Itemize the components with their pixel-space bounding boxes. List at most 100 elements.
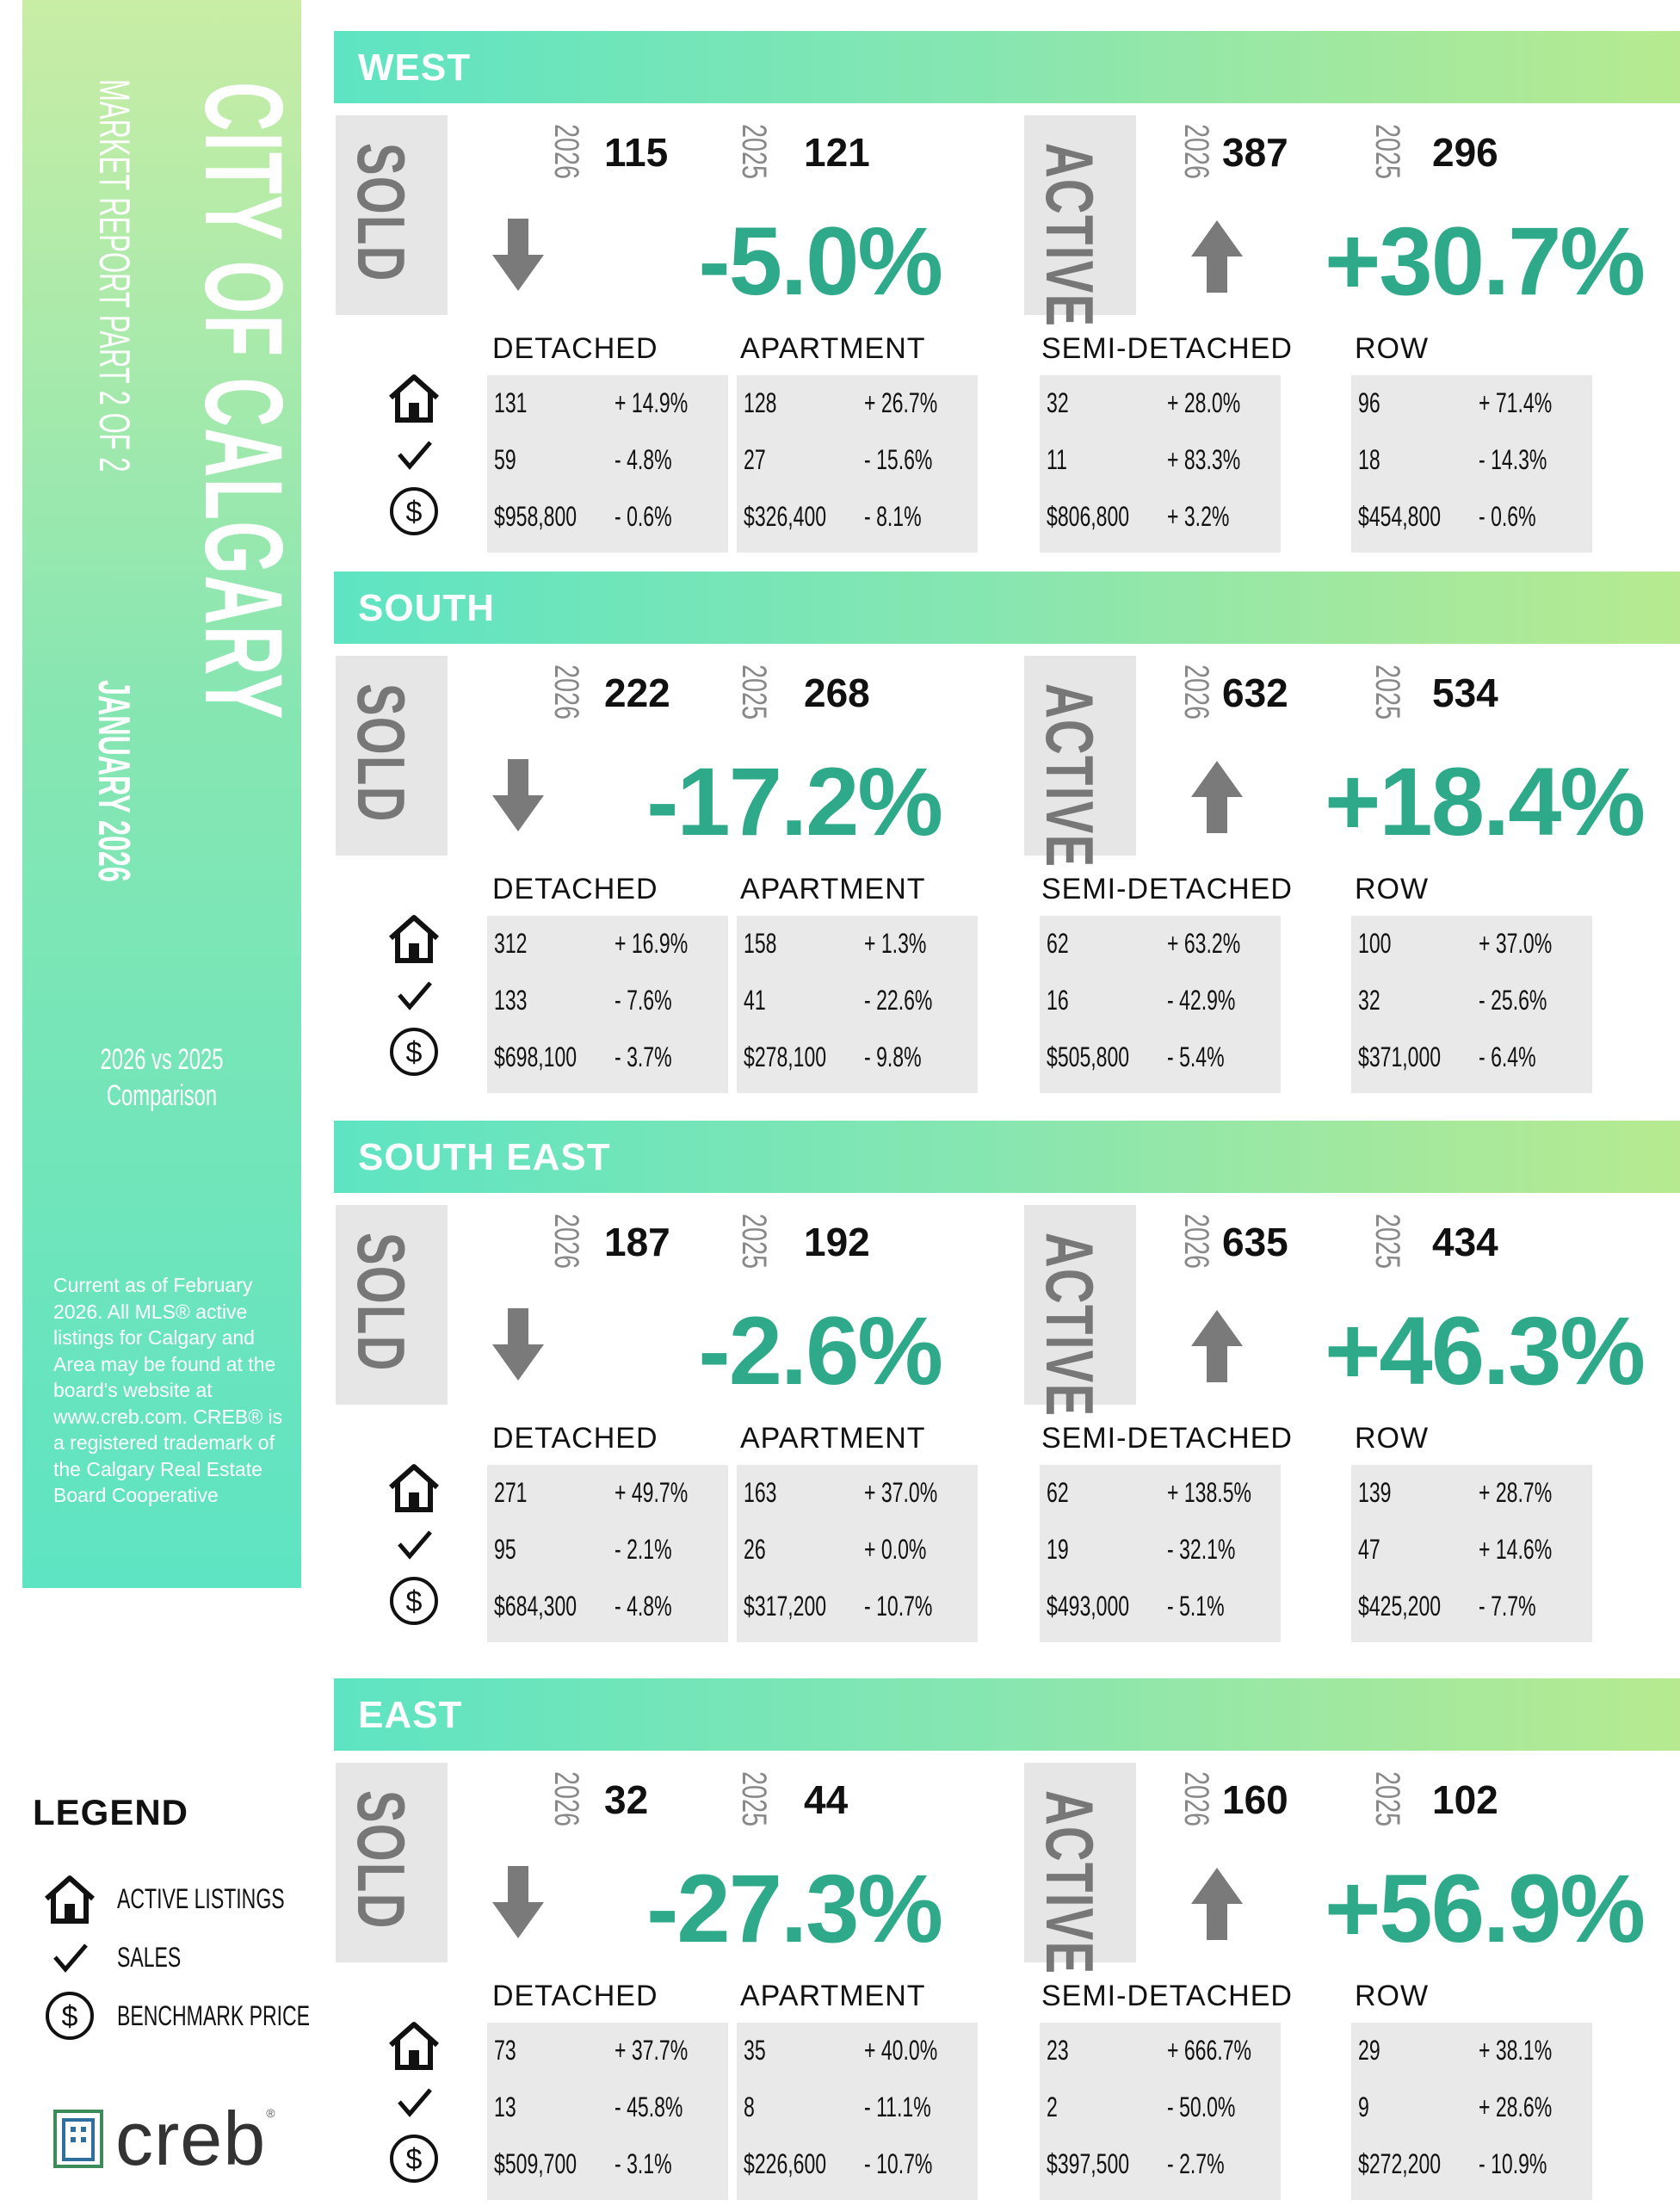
year-previous-label: 2025 [1368, 1214, 1406, 1270]
sold-label: SOLD [343, 1233, 419, 1372]
dollar-icon: $ [386, 1575, 442, 1627]
active-box: ACTIVE [1024, 1763, 1136, 1975]
sold-box: SOLD [336, 1763, 448, 1962]
category-cell: 271 + 49.7% 95 - 2.1% $684,300 - 4.8% [487, 1465, 728, 1642]
region-east: EAST SOLD 2026 32 2025 44 -27.3% ACTIVE 2026 160 2… [0, 1678, 1680, 2212]
sales-value: 26 [744, 1534, 766, 1565]
sales-change: + 28.6% [1479, 2092, 1553, 2122]
sales-change: - 22.6% [864, 985, 933, 1016]
listings-value: 96 [1358, 387, 1380, 418]
svg-text:$: $ [406, 2143, 423, 2176]
listings-change: + 37.0% [1479, 928, 1553, 959]
sales-value: 2 [1047, 2092, 1058, 2122]
listings-change: + 28.7% [1479, 1477, 1553, 1508]
listings-value: 35 [744, 2035, 766, 2066]
active-previous-count: 296 [1432, 130, 1498, 175]
category-cell: 35 + 40.0% 8 - 11.1% $226,600 - 10.7% [737, 2023, 978, 2200]
year-current-label: 2026 [1177, 124, 1215, 180]
price-change: - 4.8% [615, 1591, 672, 1622]
sidebar-panel: CITY OF CALGARY MARKET REPORT PART 2 OF … [22, 0, 305, 1588]
sales-value: 18 [1358, 444, 1380, 475]
listings-row: 29 + 38.1% [1351, 2023, 1592, 2074]
year-current-label: 2026 [1177, 664, 1215, 720]
listings-change: + 38.1% [1479, 2035, 1553, 2066]
region-title: EAST [358, 1694, 463, 1736]
category-cell: 131 + 14.9% 59 - 4.8% $958,800 - 0.6% [487, 375, 728, 553]
category-cell: 32 + 28.0% 11 + 83.3% $806,800 + 3.2% [1040, 375, 1281, 553]
house-icon [386, 372, 442, 423]
listings-value: 100 [1358, 928, 1392, 959]
sold-change-percent: -17.2% [646, 748, 943, 856]
category-cell: 62 + 63.2% 16 - 42.9% $505,800 - 5.4% [1040, 916, 1281, 1093]
comparison-line-2: Comparison [106, 1079, 218, 1112]
price-row: $505,800 - 5.4% [1040, 1029, 1281, 1081]
region-south: SOUTH SOLD 2026 222 2025 268 -17.2% ACTIVE 2026 6… [0, 572, 1680, 1105]
sales-change: + 14.6% [1479, 1534, 1553, 1565]
arrow-up-icon [1189, 759, 1245, 837]
price-change: - 3.7% [615, 1041, 672, 1072]
sales-change: - 50.0% [1167, 2092, 1236, 2122]
price-row: $454,800 - 0.6% [1351, 489, 1592, 541]
category-label: DETACHED [492, 1980, 658, 2012]
sales-change: - 15.6% [864, 444, 933, 475]
dollar-icon: $ [41, 1990, 98, 2042]
price-row: $278,100 - 9.8% [737, 1029, 978, 1081]
price-value: $425,200 [1358, 1591, 1442, 1622]
listings-row: 100 + 37.0% [1351, 916, 1592, 967]
price-change: - 10.7% [864, 2148, 933, 2179]
listings-change: + 14.9% [615, 387, 689, 418]
category-label: DETACHED [492, 1422, 658, 1455]
sold-label: SOLD [343, 143, 419, 282]
listings-change: + 37.0% [864, 1477, 938, 1508]
house-icon [386, 912, 442, 964]
checkmark-icon [386, 2076, 442, 2128]
sales-value: 41 [744, 985, 766, 1016]
category-label: ROW [1355, 1980, 1430, 2012]
category-cell: 139 + 28.7% 47 + 14.6% $425,200 - 7.7% [1351, 1465, 1592, 1642]
sales-value: 47 [1358, 1534, 1380, 1565]
sales-value: 9 [1358, 2092, 1369, 2122]
region-banner: WEST [334, 31, 1680, 103]
price-change: - 3.1% [615, 2148, 672, 2179]
sales-change: + 0.0% [864, 1534, 927, 1565]
category-label: APARTMENT [740, 1980, 926, 2012]
sales-value: 32 [1358, 985, 1380, 1016]
category-cell: 23 + 666.7% 2 - 50.0% $397,500 - 2.7% [1040, 2023, 1281, 2200]
listings-value: 62 [1047, 928, 1069, 959]
sales-change: - 11.1% [864, 2092, 931, 2122]
sales-row: 32 - 25.6% [1351, 973, 1592, 1024]
region-title: SOUTH EAST [358, 1136, 611, 1178]
category-label: DETACHED [492, 873, 658, 905]
price-row: $958,800 - 0.6% [487, 489, 728, 541]
house-icon [386, 2019, 442, 2071]
price-value: $371,000 [1358, 1041, 1442, 1072]
active-current-count: 387 [1222, 130, 1288, 175]
category-label: ROW [1355, 1422, 1430, 1455]
sold-change-percent: -5.0% [698, 207, 943, 315]
active-change-percent: +18.4% [1325, 748, 1646, 856]
category-cell: 100 + 37.0% 32 - 25.6% $371,000 - 6.4% [1351, 916, 1592, 1093]
sold-current-count: 187 [604, 1220, 670, 1264]
region-banner: SOUTH EAST [334, 1121, 1680, 1193]
price-change: - 10.9% [1479, 2148, 1547, 2179]
sold-current-count: 222 [604, 670, 670, 715]
sold-previous-count: 44 [804, 1777, 849, 1822]
listings-value: 62 [1047, 1477, 1069, 1508]
category-cell: 312 + 16.9% 133 - 7.6% $698,100 - 3.7% [487, 916, 728, 1093]
sold-current-count: 115 [604, 130, 669, 175]
active-box: ACTIVE [1024, 656, 1136, 868]
sales-change: + 83.3% [1167, 444, 1241, 475]
legend-label: SALES [117, 1941, 182, 1973]
sales-change: - 4.8% [615, 444, 672, 475]
checkmark-icon [386, 969, 442, 1021]
year-previous-label: 2025 [1368, 1771, 1406, 1827]
listings-value: 128 [744, 387, 777, 418]
price-change: - 0.6% [615, 501, 672, 532]
house-icon [41, 1873, 98, 1925]
listings-value: 158 [744, 928, 777, 959]
category-label: DETACHED [492, 332, 658, 365]
listings-value: 312 [494, 928, 528, 959]
year-previous-label: 2025 [735, 124, 773, 180]
legend-item-benchmark-price: $ BENCHMARK PRICE [41, 1990, 385, 2042]
listings-change: + 1.3% [864, 928, 927, 959]
